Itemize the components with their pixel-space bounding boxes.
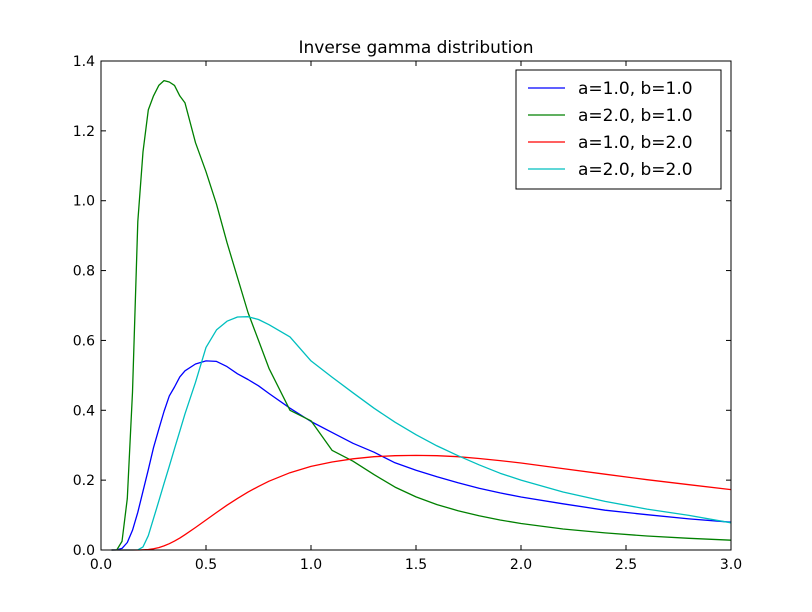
y-tick-label: 0.0 [73,543,95,559]
legend-label: a=2.0, b=1.0 [578,106,693,126]
y-tick-label: 0.2 [73,473,95,489]
y-tick-label: 1.4 [73,54,95,70]
series-line-3 [111,316,732,551]
y-axis: 0.0 0.2 0.4 0.6 0.8 1.0 1.2 1.4 [73,54,731,559]
legend-label: a=1.0, b=1.0 [578,79,693,99]
y-tick-label: 0.8 [73,264,95,280]
y-tick-label: 1.2 [73,124,95,140]
legend-label: a=1.0, b=2.0 [578,133,693,153]
series-line-1 [111,79,732,551]
x-tick-label: 1.5 [405,557,427,573]
y-tick-label: 1.0 [73,194,95,210]
x-tick-label: 1.0 [300,557,322,573]
y-tick-label: 0.4 [73,403,95,419]
x-tick-label: 2.0 [510,557,532,573]
x-tick-label: 0.5 [195,557,217,573]
series-line-0 [111,360,732,551]
x-axis: 0.0 0.5 1.0 1.5 2.0 2.5 3.0 [90,61,742,573]
chart-title: Inverse gamma distribution [298,38,533,58]
legend: a=1.0, b=1.0 a=2.0, b=1.0 a=1.0, b=2.0 a=2.… [515,69,722,190]
y-tick-label: 0.6 [73,333,95,349]
legend-label: a=2.0, b=2.0 [578,160,693,180]
x-tick-label: 0.0 [90,557,112,573]
x-tick-label: 3.0 [720,557,742,573]
x-tick-label: 2.5 [615,557,637,573]
